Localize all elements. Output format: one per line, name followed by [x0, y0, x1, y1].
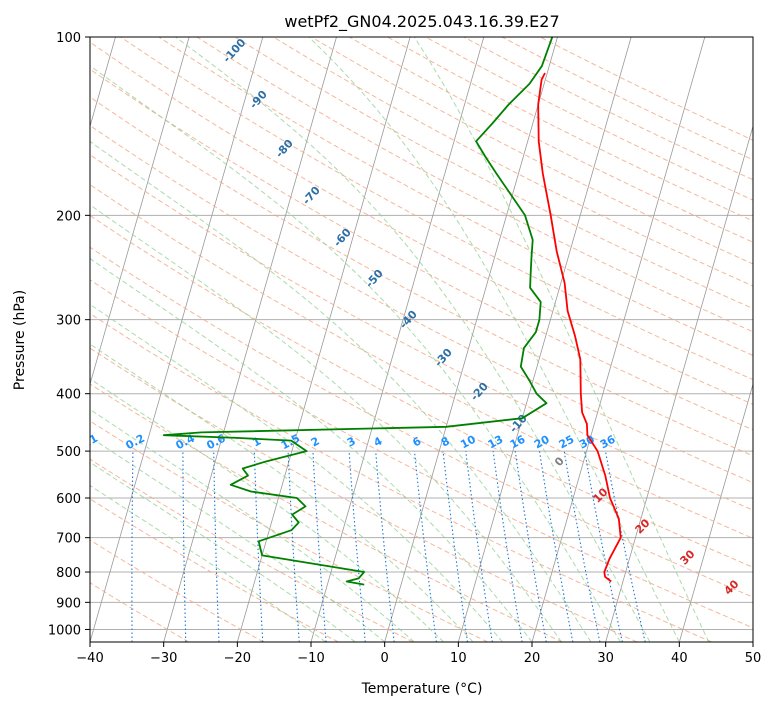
isotherm-line [678, 382, 753, 642]
y-tick-label: 100 [56, 31, 81, 46]
mixing-ratio-label: 30 [577, 433, 597, 452]
y-tick-label: 800 [56, 566, 81, 581]
y-tick-label: 600 [56, 492, 81, 507]
y-axis-label: Pressure (hPa) [12, 290, 28, 390]
x-tick-label: 20 [524, 651, 541, 666]
x-axis-label: Temperature (°C) [361, 681, 483, 697]
isotherm-line [90, 37, 264, 642]
dry-adiabat [90, 154, 753, 511]
mixing-ratio-label: 36 [598, 433, 618, 452]
mixing-ratio-label: 10 [458, 433, 478, 452]
x-tick-label: 0 [381, 651, 389, 666]
dewpoint-profile [162, 37, 554, 586]
dry-adiabat [158, 37, 753, 356]
isotherm-line [384, 37, 558, 642]
y-tick-label: 200 [56, 209, 81, 224]
isotherm-line [236, 37, 411, 642]
mixing-ratio-line [584, 451, 623, 642]
dry-adiabat [90, 312, 712, 642]
plot-background [90, 37, 753, 642]
x-tick-label: −20 [224, 651, 251, 666]
x-tick-label: −10 [297, 651, 324, 666]
mixing-ratio-line [375, 451, 395, 642]
moist-adiabat [90, 408, 415, 642]
y-tick-label: 1000 [48, 623, 81, 638]
x-tick-label: 30 [597, 651, 614, 666]
dry-adiabat [120, 37, 753, 381]
isotherm-line [90, 37, 190, 386]
mixing-ratio-line [442, 451, 469, 642]
dry-adiabat [90, 41, 753, 405]
mixing-ratio-label: 25 [557, 433, 577, 452]
isotherm-line [531, 37, 706, 642]
moist-adiabat [175, 37, 651, 642]
mixing-ratio-line [348, 451, 366, 642]
moist-adiabat [90, 343, 474, 642]
dry-adiabat [90, 68, 753, 431]
dry-adiabat [90, 582, 190, 642]
moist-adiabat [90, 461, 356, 642]
y-tick-label: 900 [56, 596, 81, 611]
moist-adiabat [90, 65, 621, 642]
dry-adiabat [90, 279, 753, 629]
x-tick-label: −40 [76, 651, 103, 666]
y-tick-label: 400 [56, 388, 81, 403]
isotherm-line [457, 37, 632, 642]
mixing-ratio-line [413, 451, 437, 642]
dry-adiabat [196, 37, 753, 333]
profile-layer [162, 37, 622, 586]
plot-frame [89, 36, 754, 643]
mixing-ratio-line [604, 450, 646, 642]
x-tick-label: 50 [745, 651, 762, 666]
dry-adiabat [90, 214, 753, 568]
mixing-ratio-line [465, 451, 493, 642]
dry-adiabat [90, 420, 488, 642]
moist-adiabat [90, 204, 562, 642]
mixing-ratio-line [563, 451, 601, 642]
moist-adiabat [413, 37, 710, 642]
mixing-ratio-line [492, 451, 523, 642]
mixing-ratio-label: 16 [508, 433, 528, 452]
dry-adiabat [90, 383, 563, 642]
moist-adiabat [90, 436, 386, 642]
chart-title: wetPf2_GN04.2025.043.16.39.E27 [284, 12, 559, 32]
dry-adiabat [90, 498, 339, 642]
y-tick-label: 300 [56, 314, 81, 329]
x-tick-label: −30 [150, 651, 177, 666]
moist-adiabat [90, 484, 326, 642]
dry-adiabat [90, 347, 638, 642]
y-tick-label: 500 [56, 445, 81, 460]
moist-adiabat [90, 257, 533, 642]
moist-adiabat [90, 140, 592, 642]
moist-adiabat [90, 303, 503, 642]
isotherm-line [163, 37, 337, 642]
mixing-ratio-label: 13 [486, 433, 506, 452]
grid-layer [90, 37, 753, 642]
y-tick-label: 700 [56, 532, 81, 547]
adiabat-layer [90, 37, 753, 642]
x-tick-label: 10 [450, 651, 467, 666]
mixing-ratio-label: 0.1 [77, 432, 100, 453]
mixing-ratio-label: 20 [532, 433, 552, 452]
temperature-profile [537, 72, 622, 583]
x-tick-label: 40 [671, 651, 688, 666]
axis-ticks: −40 −30 −20 −10 0 10 20 30 40 50 100 200 300 400 500 60… [48, 31, 761, 666]
isotherm-line [605, 124, 753, 642]
